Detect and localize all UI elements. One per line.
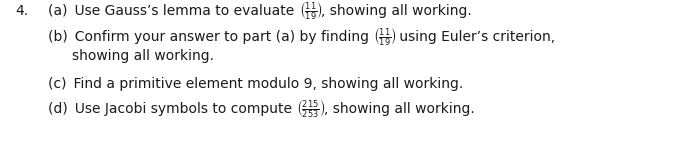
Text: (b) Confirm your answer to part (a) by finding: (b) Confirm your answer to part (a) by f…	[48, 30, 373, 44]
Text: $\left(\frac{11}{19}\right)$: $\left(\frac{11}{19}\right)$	[373, 26, 398, 47]
Text: (d) Use Jacobi symbols to compute: (d) Use Jacobi symbols to compute	[48, 102, 296, 116]
Text: (c) Find a primitive element modulo 9, showing all working.: (c) Find a primitive element modulo 9, s…	[48, 77, 463, 91]
Text: , showing all working.: , showing all working.	[323, 102, 475, 116]
Text: $\left(\frac{215}{253}\right)$: $\left(\frac{215}{253}\right)$	[296, 98, 326, 119]
Text: 4.: 4.	[15, 4, 28, 18]
Text: , showing all working.: , showing all working.	[321, 4, 471, 18]
Text: $\left(\frac{11}{19}\right)$: $\left(\frac{11}{19}\right)$	[299, 0, 323, 21]
Text: showing all working.: showing all working.	[72, 49, 214, 63]
Text: (a) Use Gauss’s lemma to evaluate: (a) Use Gauss’s lemma to evaluate	[48, 4, 299, 18]
Text: using Euler’s criterion,: using Euler’s criterion,	[396, 30, 556, 44]
